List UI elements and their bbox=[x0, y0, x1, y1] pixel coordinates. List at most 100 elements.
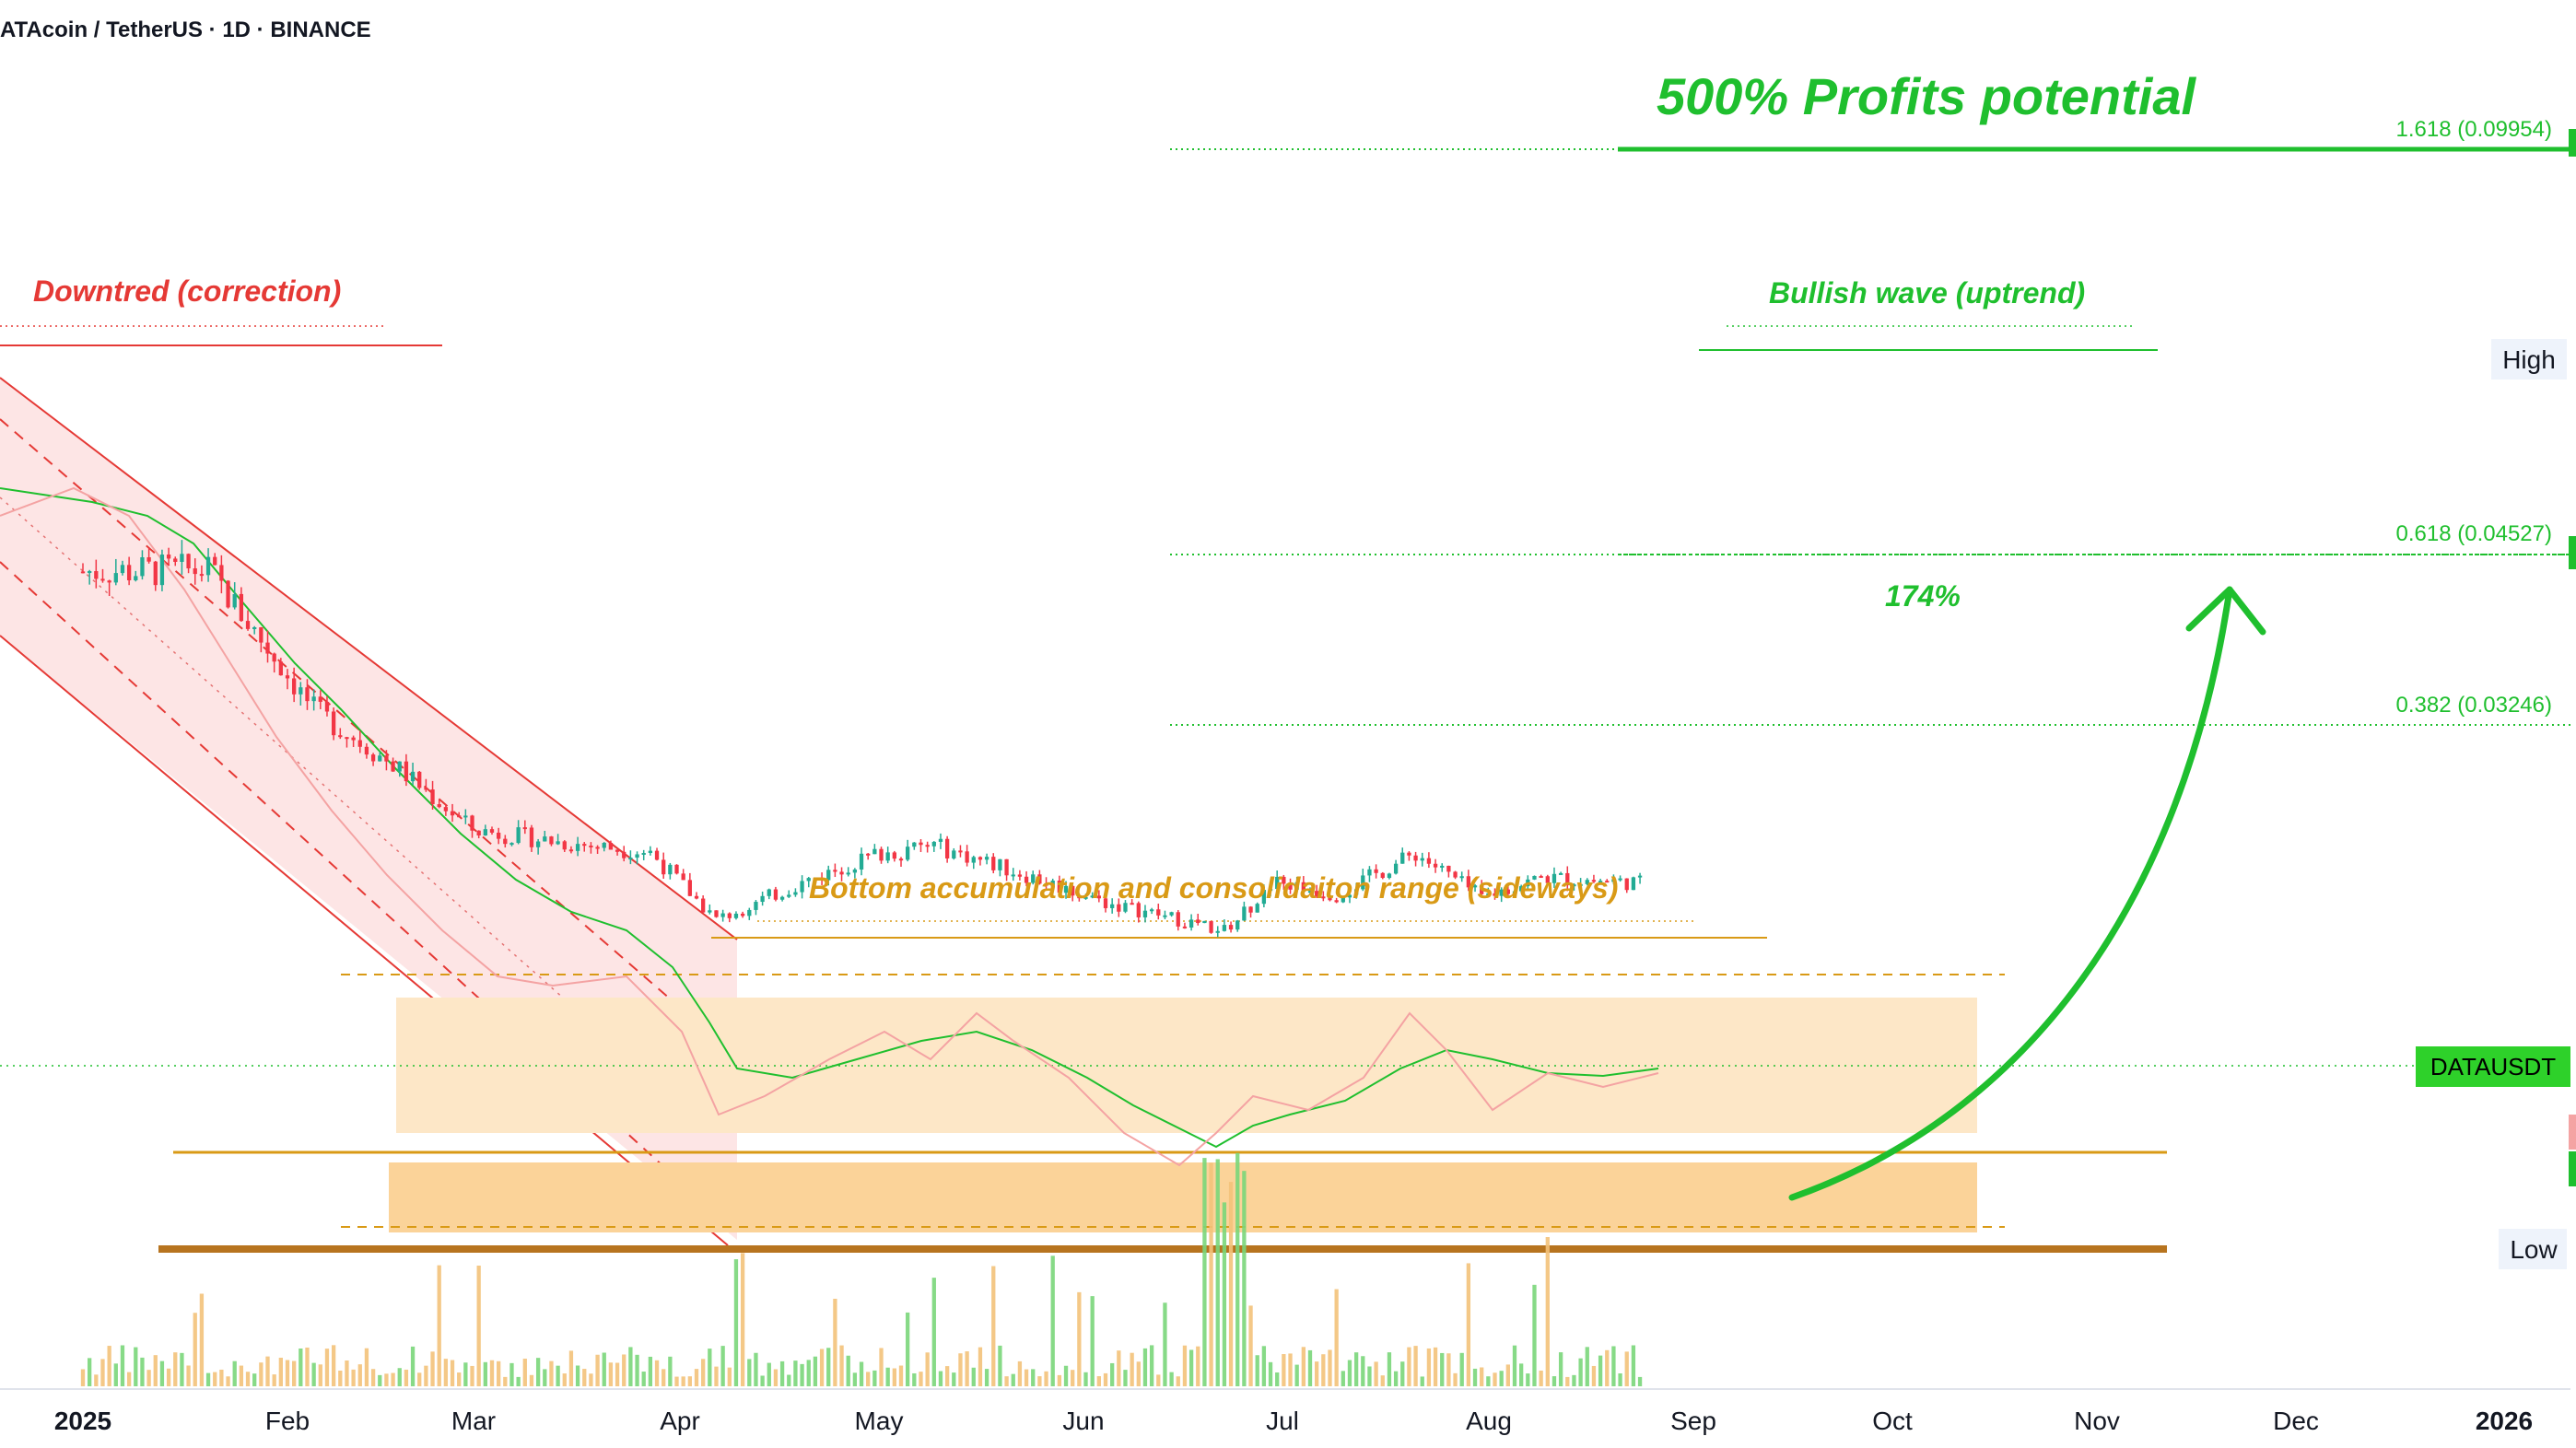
candle-body bbox=[1222, 925, 1227, 931]
volume-bar bbox=[1103, 1372, 1108, 1386]
candle-body bbox=[1328, 897, 1332, 901]
volume-bar bbox=[589, 1373, 593, 1386]
volume-bar bbox=[1215, 1159, 1220, 1386]
volume-bar bbox=[120, 1345, 125, 1386]
volume-bar bbox=[1545, 1236, 1550, 1386]
volume-bar bbox=[345, 1360, 349, 1386]
candle-body bbox=[497, 832, 501, 839]
candle-body bbox=[305, 687, 310, 702]
candle-body bbox=[1578, 883, 1583, 886]
volume-bar bbox=[364, 1348, 369, 1386]
volume-bar bbox=[483, 1361, 487, 1386]
candle-body bbox=[931, 841, 936, 847]
volume-bar bbox=[839, 1345, 844, 1386]
candle-body bbox=[1268, 889, 1273, 892]
volume-bar bbox=[1096, 1376, 1101, 1386]
volume-bar bbox=[1558, 1352, 1563, 1386]
candle-body bbox=[457, 815, 462, 818]
volume-bar bbox=[1446, 1353, 1451, 1386]
candle-body bbox=[1261, 890, 1267, 905]
volume-bar bbox=[740, 1253, 745, 1386]
candle-body bbox=[714, 910, 719, 917]
candle-body bbox=[338, 735, 343, 738]
profit-title: 500% Profits potential bbox=[1657, 67, 2196, 125]
volume-bar bbox=[199, 1293, 205, 1386]
volume-bar bbox=[998, 1345, 1002, 1386]
candle-body bbox=[1565, 872, 1570, 886]
candle-body bbox=[483, 829, 487, 835]
candle-body bbox=[503, 838, 508, 845]
time-tick-2026: 2026 bbox=[2476, 1407, 2533, 1435]
candle-body bbox=[793, 892, 798, 895]
candle-body bbox=[648, 850, 653, 853]
candle-body bbox=[378, 755, 382, 762]
candle-body bbox=[463, 815, 468, 818]
volume-bar bbox=[575, 1365, 580, 1386]
volume-bar bbox=[1228, 1182, 1234, 1386]
accumulation-label: Bottom accumulation and consolidaiton ra… bbox=[809, 871, 1618, 905]
candle-body bbox=[602, 843, 606, 848]
candle-body bbox=[324, 701, 330, 712]
volume-bar bbox=[635, 1354, 639, 1386]
volume-bar bbox=[265, 1356, 270, 1386]
candle-body bbox=[1459, 876, 1464, 879]
volume-bar bbox=[813, 1356, 818, 1386]
volume-bar bbox=[668, 1356, 673, 1386]
time-tick-jul: Jul bbox=[1266, 1407, 1299, 1435]
candle-body bbox=[1591, 880, 1597, 882]
volume-bar bbox=[965, 1351, 969, 1386]
candle-body bbox=[186, 554, 191, 569]
volume-bar bbox=[1367, 1366, 1372, 1386]
volume-bar bbox=[1017, 1360, 1023, 1386]
time-tick-2025: 2025 bbox=[54, 1407, 111, 1435]
volume-bar bbox=[226, 1376, 230, 1386]
candle-body bbox=[278, 661, 283, 676]
candle-body bbox=[1400, 852, 1405, 864]
candle-body bbox=[1169, 912, 1174, 916]
candle-body bbox=[984, 857, 989, 860]
candle-body bbox=[173, 558, 178, 562]
volume-bar bbox=[391, 1372, 395, 1386]
candle-body bbox=[628, 858, 633, 860]
volume-bar bbox=[1176, 1376, 1180, 1386]
candle-body bbox=[1202, 920, 1207, 924]
candle-body bbox=[450, 811, 455, 816]
candle-body bbox=[767, 889, 771, 896]
volume-bar bbox=[397, 1368, 402, 1386]
time-tick-oct: Oct bbox=[1872, 1407, 1913, 1435]
candle-body bbox=[641, 852, 646, 855]
candle-body bbox=[159, 555, 165, 586]
volume-bar bbox=[292, 1360, 297, 1386]
volume-bar bbox=[1268, 1361, 1273, 1386]
volume-bar bbox=[681, 1376, 685, 1386]
candle-body bbox=[351, 737, 356, 741]
volume-bar bbox=[1433, 1347, 1438, 1386]
candle-body bbox=[859, 853, 864, 870]
candle-body bbox=[1110, 904, 1115, 908]
candle-body bbox=[1493, 893, 1497, 896]
downtrend-label: Downtred (correction) bbox=[33, 274, 341, 308]
candle-body bbox=[437, 804, 441, 808]
candle-body bbox=[1275, 876, 1280, 890]
volume-bar bbox=[1117, 1350, 1121, 1386]
candle-body bbox=[1472, 885, 1478, 888]
candle-body bbox=[978, 857, 983, 860]
volume-bar bbox=[662, 1369, 666, 1386]
candle-body bbox=[615, 849, 620, 852]
candle-body bbox=[1188, 919, 1194, 928]
candle-body bbox=[384, 755, 389, 762]
volume-bar bbox=[1294, 1364, 1299, 1386]
volume-bar bbox=[952, 1372, 956, 1386]
volume-bar bbox=[779, 1360, 785, 1386]
volume-bar bbox=[503, 1376, 508, 1386]
volume-bar bbox=[529, 1374, 534, 1386]
volume-bar bbox=[239, 1365, 244, 1386]
volume-bar bbox=[1387, 1352, 1392, 1386]
volume-bar bbox=[516, 1376, 521, 1386]
candle-body bbox=[94, 571, 99, 579]
volume-bar bbox=[800, 1363, 804, 1386]
candle-body bbox=[846, 872, 850, 875]
candle-body bbox=[1558, 872, 1563, 875]
volume-bar bbox=[1591, 1365, 1597, 1386]
